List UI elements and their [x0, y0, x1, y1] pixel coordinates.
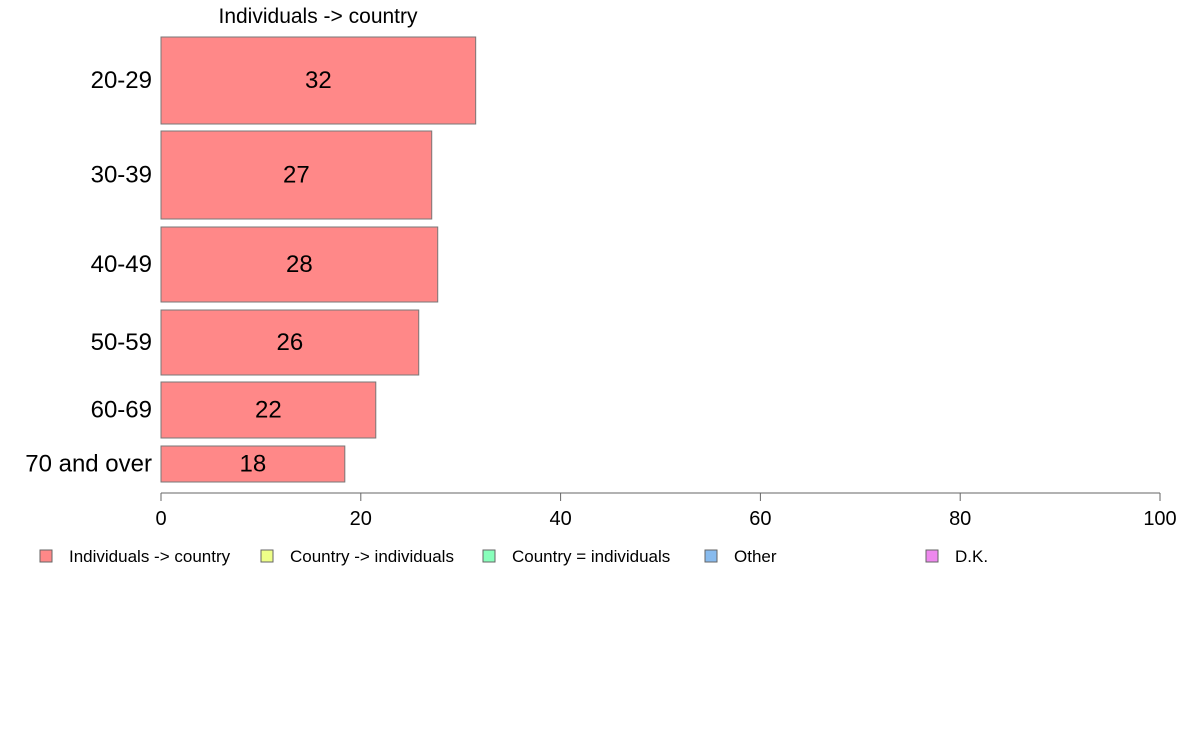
legend: Individuals -> country Country -> individ… — [39, 547, 988, 566]
legend-label: Individuals -> country — [69, 547, 231, 566]
bar-30-39 — [160, 130, 433, 220]
x-tick-label: 100 — [1143, 508, 1176, 530]
legend-label: Other — [734, 547, 777, 566]
x-tick-label: 40 — [549, 508, 571, 530]
bars-layer: 32 20-29 27 30-39 28 40-49 26 50-59 22 60-69 18 70 … — [25, 36, 477, 483]
bar-value-label: 18 — [240, 451, 267, 478]
bar-70-and-over — [160, 445, 346, 483]
legend-swatch — [482, 549, 496, 563]
bar-value-label: 26 — [277, 329, 304, 356]
x-tick-label: 80 — [949, 508, 971, 530]
category-label: 20-29 — [91, 67, 152, 94]
legend-label: D.K. — [955, 547, 988, 566]
x-tick-label: 20 — [350, 508, 372, 530]
bar-value-label: 28 — [286, 251, 313, 278]
chart-title: Individuals -> country — [218, 5, 418, 28]
category-label: 70 and over — [25, 451, 152, 478]
x-tick-label: 60 — [749, 508, 771, 530]
bar-40-49 — [160, 226, 439, 303]
bar-value-label: 22 — [255, 397, 282, 424]
legend-label: Country = individuals — [512, 547, 670, 566]
x-tick-label: 0 — [155, 508, 166, 530]
legend-swatch — [925, 549, 939, 563]
category-label: 30-39 — [91, 162, 152, 189]
legend-swatch — [704, 549, 718, 563]
bar-60-69 — [160, 381, 377, 439]
bar-20-29 — [160, 36, 477, 125]
bar-value-label: 27 — [283, 162, 310, 189]
x-axis: 0 20 40 60 80 100 — [155, 492, 1177, 530]
bar-value-label: 32 — [305, 67, 332, 94]
legend-swatch — [39, 549, 53, 563]
legend-swatch — [260, 549, 274, 563]
category-label: 60-69 — [91, 397, 152, 424]
legend-label: Country -> individuals — [290, 547, 454, 566]
category-label: 50-59 — [91, 329, 152, 356]
category-label: 40-49 — [91, 251, 152, 278]
bar-50-59 — [160, 309, 420, 376]
